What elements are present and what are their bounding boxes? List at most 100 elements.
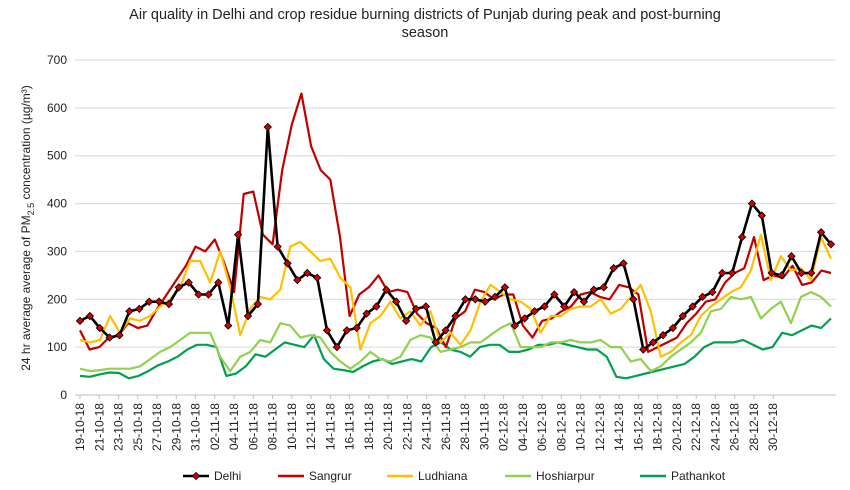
delhi-point: [708, 287, 717, 297]
gridlines: [75, 59, 836, 348]
delhi-point: [569, 287, 579, 297]
delhi-point: [382, 285, 391, 294]
delhi-point: [154, 297, 164, 306]
delhi-point: [807, 268, 816, 278]
delhi-point: [728, 268, 737, 278]
x-tick-label: 04-11-18: [227, 403, 241, 450]
x-tick-label: 28-12-18: [747, 403, 761, 451]
delhi-point: [243, 311, 253, 321]
axes: [75, 394, 836, 399]
chart-title-line-2: season: [401, 25, 449, 41]
delhi-point: [550, 290, 559, 299]
chart-title: Air quality in Delhi and crop residue bu…: [0, 6, 850, 42]
delhi-point: [668, 323, 678, 333]
delhi-point: [500, 283, 510, 292]
x-tick-label: 30-11-18: [477, 403, 491, 450]
x-tick-label: 14-12-18: [612, 403, 626, 451]
series-lines: [79, 92, 833, 380]
x-tick-label: 27-10-18: [150, 403, 164, 451]
delhi-point: [115, 331, 124, 340]
x-tick-label: 16-12-18: [631, 403, 645, 451]
delhi-point: [678, 311, 687, 321]
x-tick-label: 23-10-18: [112, 403, 126, 451]
delhi-point: [658, 331, 668, 340]
delhi-point: [698, 292, 707, 302]
x-tick-label: 06-12-18: [535, 403, 549, 451]
delhi-point: [194, 290, 203, 299]
legend-label-sangrur: Sangrur: [309, 469, 352, 483]
x-tick-label: 28-11-18: [458, 403, 472, 450]
chart-title-line-1: Air quality in Delhi and crop residue bu…: [129, 7, 721, 23]
legend-label-pathankot: Pathankot: [671, 469, 726, 483]
y-axis-title-suffix: concentration (µg/m³): [19, 85, 33, 203]
delhi-point: [797, 268, 806, 278]
y-tick-label: 200: [47, 292, 67, 306]
x-tick-label: 20-11-18: [381, 403, 395, 450]
x-tick-label: 22-11-18: [400, 403, 414, 450]
x-tick-label: 29-10-18: [169, 403, 183, 451]
y-axis-title-subscript: 2.5: [26, 203, 36, 216]
x-tick-label: 04-12-18: [516, 403, 530, 451]
x-tick-label: 12-12-18: [593, 403, 607, 451]
delhi-point: [816, 228, 826, 237]
x-tick-label: 08-11-18: [266, 403, 280, 450]
delhi-point: [283, 259, 292, 268]
x-tick-label: 12-11-18: [304, 403, 318, 450]
delhi-point: [125, 307, 134, 316]
delhi-point: [204, 290, 213, 299]
delhi-point: [164, 299, 174, 309]
delhi-point: [214, 278, 223, 287]
legend: Delhi Sangrur Ludhiana Hoshiarpur Pathankot: [183, 469, 726, 483]
delhi-point: [737, 232, 747, 242]
delhi-point: [787, 252, 796, 261]
delhi-point: [233, 230, 243, 239]
delhi-point: [490, 292, 500, 302]
x-tick-label: 14-11-18: [323, 403, 337, 450]
x-tick-label: 22-12-18: [689, 403, 703, 451]
delhi-point: [639, 345, 648, 354]
delhi-point: [589, 285, 599, 294]
delhi-point: [312, 273, 322, 282]
x-tick-label: 25-10-18: [131, 403, 145, 451]
delhi-point: [560, 302, 569, 311]
legend-label-delhi: Delhi: [214, 469, 241, 483]
y-axis-title: 24 hr average average of PM2.5 concentra…: [19, 85, 36, 371]
delhi-point: [401, 316, 411, 325]
legend-label-hoshiarpur: Hoshiarpur: [536, 469, 595, 483]
delhi-point: [609, 264, 618, 273]
delhi-point: [253, 299, 263, 309]
delhi-point: [273, 242, 282, 251]
delhi-point: [362, 309, 371, 318]
x-tick-label: 08-12-18: [554, 403, 568, 451]
delhi-point: [322, 326, 332, 335]
x-tick-label: 10-11-18: [285, 403, 299, 450]
delhi-point: [757, 211, 766, 220]
delhi-point: [629, 295, 638, 304]
y-tick-label: 700: [47, 53, 67, 67]
x-tick-label: 24-11-18: [420, 403, 434, 450]
delhi-point: [619, 259, 628, 268]
series-line-ludhiana: [79, 233, 832, 358]
delhi-point: [480, 297, 490, 306]
x-tick-label: 02-12-18: [497, 403, 511, 451]
delhi-point: [826, 240, 836, 249]
delhi-point: [471, 295, 480, 304]
delhi-point: [95, 323, 104, 333]
x-tick-label: 24-12-18: [708, 403, 722, 451]
delhi-point: [224, 321, 233, 330]
delhi-point: [411, 304, 421, 314]
delhi-point: [263, 122, 272, 132]
delhi-point: [421, 302, 431, 311]
delhi-point: [451, 311, 460, 321]
delhi-point: [767, 268, 776, 278]
delhi-point: [303, 268, 312, 278]
delhi-point: [372, 302, 381, 311]
delhi-point: [777, 271, 786, 280]
x-tick-label: 21-10-18: [92, 403, 106, 451]
delhi-point: [718, 268, 727, 278]
y-tick-label: 100: [47, 340, 67, 354]
delhi-point: [145, 297, 154, 306]
delhi-point: [332, 342, 342, 352]
legend-marker: [191, 471, 201, 481]
x-tick-label: 31-10-18: [189, 403, 203, 451]
